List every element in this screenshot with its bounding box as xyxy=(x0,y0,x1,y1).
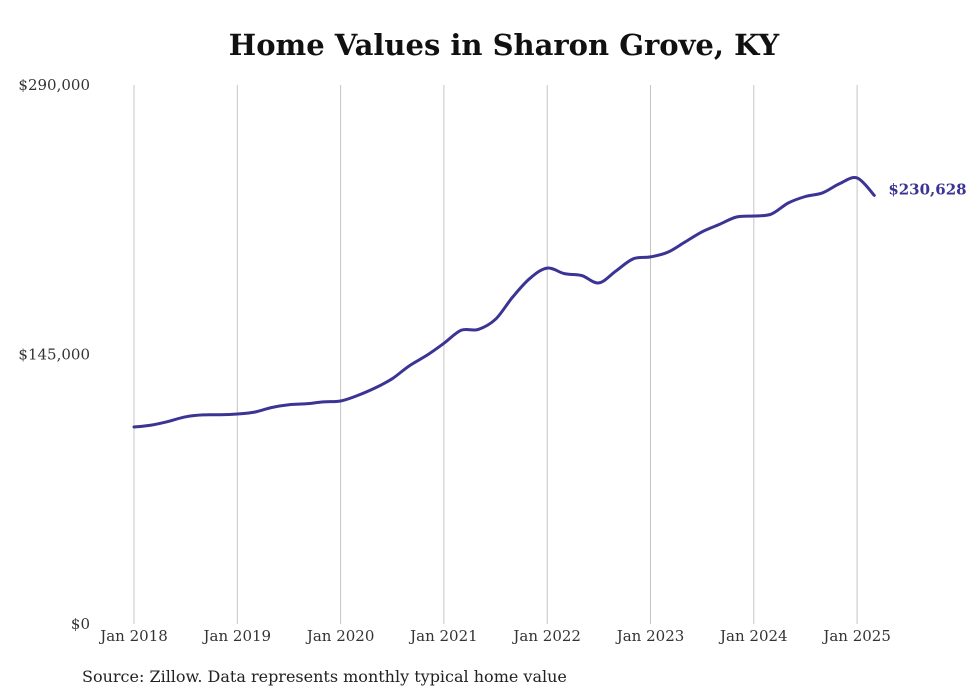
y-tick-label: $145,000 xyxy=(18,346,90,364)
x-tick-label: Jan 2019 xyxy=(202,627,272,645)
x-tick-label: Jan 2022 xyxy=(511,627,581,645)
x-tick-label: Jan 2021 xyxy=(408,627,478,645)
y-tick-label: $0 xyxy=(71,615,90,633)
y-axis-ticks: $290,000 $145,000 $0 xyxy=(18,76,90,633)
series-line xyxy=(132,175,876,429)
chart-title: Home Values in Sharon Grove, KY xyxy=(228,28,780,62)
gridlines xyxy=(133,85,858,624)
x-tick-label: Jan 2018 xyxy=(98,627,168,645)
end-value-label: $230,628 xyxy=(888,180,966,198)
x-tick-label: Jan 2024 xyxy=(718,627,788,645)
source-note: Source: Zillow. Data represents monthly … xyxy=(82,667,567,686)
y-tick-label: $290,000 xyxy=(18,76,90,94)
x-tick-label: Jan 2020 xyxy=(305,627,375,645)
x-tick-label: Jan 2023 xyxy=(615,627,685,645)
x-axis-ticks: Jan 2018 Jan 2019 Jan 2020 Jan 2021 Jan 2022… xyxy=(98,627,891,645)
x-tick-label: Jan 2025 xyxy=(821,627,891,645)
